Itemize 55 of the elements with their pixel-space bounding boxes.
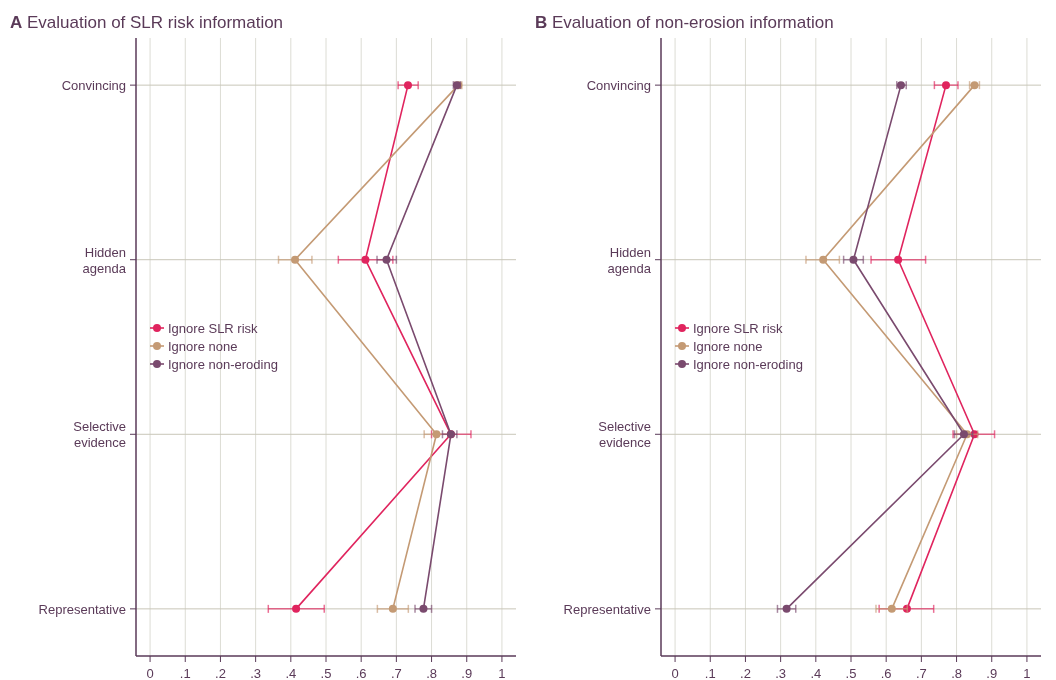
x-tick-label: 1 [1023, 666, 1031, 680]
x-tick-label: .1 [179, 666, 191, 680]
x-tick-label: .6 [355, 666, 367, 680]
point [403, 81, 412, 90]
y-tick-label: Representative [38, 601, 126, 617]
legend-label: Ignore none [693, 339, 763, 354]
legend-label: Ignore non-eroding [168, 357, 278, 372]
chart-title: B Evaluation of non-erosion information [535, 13, 834, 32]
point [902, 604, 911, 613]
x-tick-label: 1 [498, 666, 506, 680]
chart-title: A Evaluation of SLR risk information [10, 13, 284, 32]
point [361, 255, 370, 264]
point [432, 430, 441, 439]
x-tick-label: .4 [810, 666, 822, 680]
x-tick-label: 0 [146, 666, 154, 680]
point [849, 255, 858, 264]
y-tick-label: Convincing [61, 78, 126, 94]
x-tick-label: .9 [986, 666, 998, 680]
y-tick-label: Selective evidence [73, 419, 126, 451]
x-tick-label: .3 [775, 666, 787, 680]
point [382, 255, 391, 264]
point [970, 430, 979, 439]
point [291, 255, 300, 264]
x-tick-label: .4 [285, 666, 297, 680]
x-tick-label: .7 [390, 666, 402, 680]
point [887, 604, 896, 613]
x-tick-label: .8 [951, 666, 962, 680]
x-tick-label: .2 [740, 666, 751, 680]
y-tick-label: Selective evidence [598, 419, 651, 451]
x-tick-label: .9 [461, 666, 473, 680]
x-tick-label: .7 [915, 666, 927, 680]
x-tick-label: .3 [250, 666, 262, 680]
legend-label: Ignore SLR risk [693, 321, 784, 336]
y-tick-label: Representative [563, 601, 651, 617]
y-tick-label: Hidden agenda [607, 244, 652, 276]
point [942, 81, 950, 90]
legend-label: Ignore none [168, 339, 238, 354]
legend-label: Ignore non-eroding [693, 357, 803, 372]
x-tick-label: .2 [215, 666, 226, 680]
x-tick-label: .8 [426, 666, 437, 680]
point [819, 255, 828, 264]
x-tick-label: 0 [671, 666, 679, 680]
y-tick-label: Convincing [586, 78, 651, 94]
point [388, 604, 397, 613]
x-tick-label: .5 [320, 666, 332, 680]
x-tick-label: .6 [880, 666, 892, 680]
x-tick-label: .5 [845, 666, 857, 680]
point [894, 255, 903, 264]
point [782, 604, 791, 613]
x-tick-label: .1 [704, 666, 716, 680]
point [419, 604, 428, 613]
point [292, 604, 301, 613]
y-tick-label: Hidden agenda [82, 244, 127, 276]
legend-label: Ignore SLR risk [168, 321, 259, 336]
point [959, 430, 968, 439]
